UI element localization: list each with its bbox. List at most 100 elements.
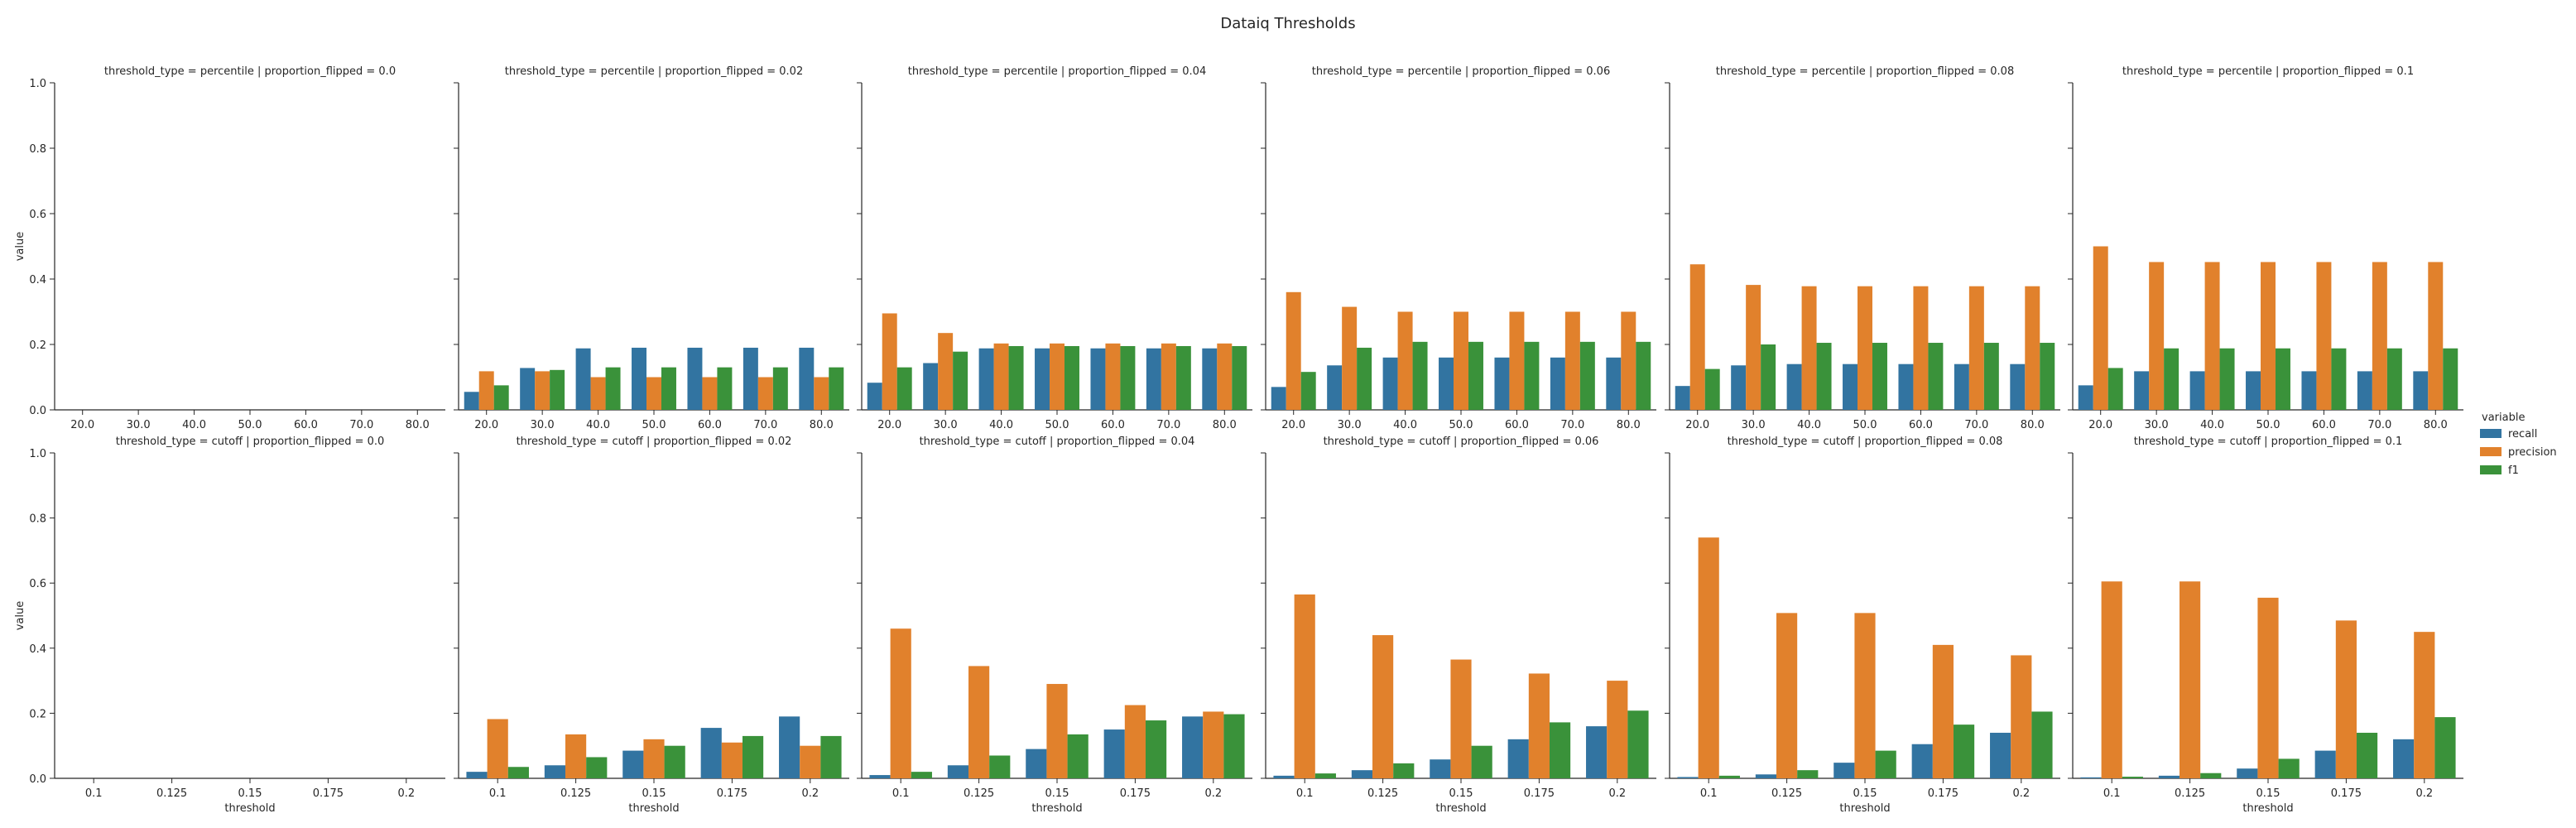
- bar-recall: [1026, 749, 1047, 778]
- bar-recall: [687, 347, 703, 410]
- x-tick-label: 50.0: [1045, 419, 1069, 431]
- bar-f1: [1928, 343, 1944, 410]
- panel-title: threshold_type = cutoff | proportion_fli…: [517, 436, 792, 448]
- bar-f1: [1872, 343, 1887, 410]
- bar-precision: [646, 377, 661, 410]
- bar-f1: [664, 745, 685, 778]
- bar-precision: [478, 371, 494, 410]
- legend-swatch-precision: [2480, 447, 2502, 456]
- x-tick-label: 30.0: [934, 419, 958, 431]
- bar-precision: [590, 377, 606, 410]
- legend-title: variable: [2482, 412, 2525, 424]
- bar-f1: [661, 367, 676, 410]
- facet-panel: threshold_type = cutoff | proportion_fli…: [454, 436, 849, 815]
- bar-f1: [2275, 348, 2290, 410]
- x-tick-label: 0.175: [1928, 787, 1958, 800]
- x-tick-label: 0.175: [1120, 787, 1151, 800]
- bar-f1: [2200, 773, 2222, 778]
- x-tick-label: 80.0: [1617, 419, 1641, 431]
- bar-f1: [2107, 368, 2123, 410]
- bar-precision: [535, 371, 550, 410]
- x-tick-label: 0.125: [560, 787, 591, 800]
- bar-recall: [466, 772, 488, 778]
- bar-precision: [2025, 286, 2040, 410]
- bar-f1: [1718, 775, 1740, 778]
- x-tick-label: 0.2: [397, 787, 415, 800]
- bar-precision: [487, 719, 508, 778]
- facet-panel: threshold_type = cutoff | proportion_fli…: [2068, 436, 2463, 815]
- facet-panel: threshold_type = cutoff | proportion_fli…: [14, 436, 445, 815]
- bar-precision: [1124, 705, 1146, 778]
- bar-recall: [1351, 770, 1373, 778]
- panel-title: threshold_type = percentile | proportion…: [2122, 65, 2414, 78]
- facet-panel: threshold_type = percentile | proportion…: [14, 65, 445, 431]
- x-tick-label: 60.0: [294, 419, 318, 431]
- legend-swatch-f1: [2480, 465, 2502, 474]
- y-tick-label: 0.8: [29, 143, 46, 156]
- bar-f1: [1797, 770, 1819, 778]
- bar-f1: [742, 735, 764, 778]
- bar-precision: [882, 313, 897, 410]
- bar-f1: [605, 367, 621, 410]
- bar-precision: [1397, 311, 1413, 410]
- bar-f1: [1704, 368, 1720, 410]
- bar-f1: [1627, 710, 1649, 778]
- bar-recall: [2246, 371, 2261, 410]
- x-tick-label: 70.0: [1964, 419, 1988, 431]
- bar-recall: [1103, 729, 1125, 778]
- figure-title: Dataiq Thresholds: [1220, 15, 1355, 32]
- x-tick-label: 0.15: [642, 787, 666, 800]
- bar-recall: [1954, 363, 1969, 410]
- bar-f1: [717, 367, 733, 410]
- bar-recall: [1382, 357, 1398, 410]
- x-tick-label: 30.0: [2145, 419, 2169, 431]
- bar-recall: [1439, 357, 1454, 410]
- x-tick-label: 50.0: [2256, 419, 2280, 431]
- x-tick-label: 40.0: [989, 419, 1013, 431]
- x-tick-label: 20.0: [2088, 419, 2112, 431]
- bar-f1: [2219, 348, 2235, 410]
- bar-precision: [993, 343, 1009, 410]
- bar-recall: [1327, 365, 1343, 410]
- bar-recall: [1273, 775, 1295, 778]
- x-tick-label: 40.0: [586, 419, 610, 431]
- bar-precision: [1858, 286, 1872, 410]
- bar-recall: [700, 728, 722, 778]
- bar-precision: [2335, 620, 2357, 778]
- bar-recall: [1182, 716, 1204, 778]
- y-tick-label: 0.2: [29, 339, 46, 352]
- bar-f1: [2434, 717, 2456, 778]
- bar-recall: [1731, 365, 1747, 410]
- bar-f1: [586, 757, 608, 778]
- x-tick-label: 80.0: [2424, 419, 2448, 431]
- bar-recall: [2314, 750, 2336, 778]
- bar-precision: [1698, 537, 1719, 778]
- bar-precision: [1342, 306, 1358, 410]
- bar-recall: [779, 716, 800, 778]
- x-tick-label: 60.0: [698, 419, 722, 431]
- bar-recall: [1677, 777, 1699, 778]
- bar-precision: [1372, 635, 1394, 778]
- bar-precision: [1450, 659, 1472, 778]
- bar-f1: [911, 772, 932, 778]
- bar-recall: [2393, 739, 2415, 778]
- bar-recall: [622, 750, 644, 778]
- bar-f1: [493, 385, 509, 410]
- panel-title: threshold_type = cutoff | proportion_fli…: [2134, 436, 2403, 448]
- bar-f1: [1393, 763, 1415, 778]
- y-tick-label: 0.8: [29, 513, 46, 526]
- bar-f1: [820, 735, 842, 778]
- bar-precision: [2093, 246, 2108, 410]
- bar-f1: [2164, 348, 2180, 410]
- bar-recall: [1035, 348, 1050, 410]
- bar-precision: [1621, 311, 1636, 410]
- bar-recall: [2078, 385, 2093, 410]
- x-tick-label: 0.175: [1524, 787, 1555, 800]
- bar-recall: [1146, 348, 1161, 410]
- bar-f1: [1636, 341, 1651, 410]
- bar-precision: [814, 377, 829, 410]
- bar-precision: [1046, 684, 1068, 778]
- bar-recall: [464, 392, 479, 410]
- x-axis-label: threshold: [1839, 802, 1890, 815]
